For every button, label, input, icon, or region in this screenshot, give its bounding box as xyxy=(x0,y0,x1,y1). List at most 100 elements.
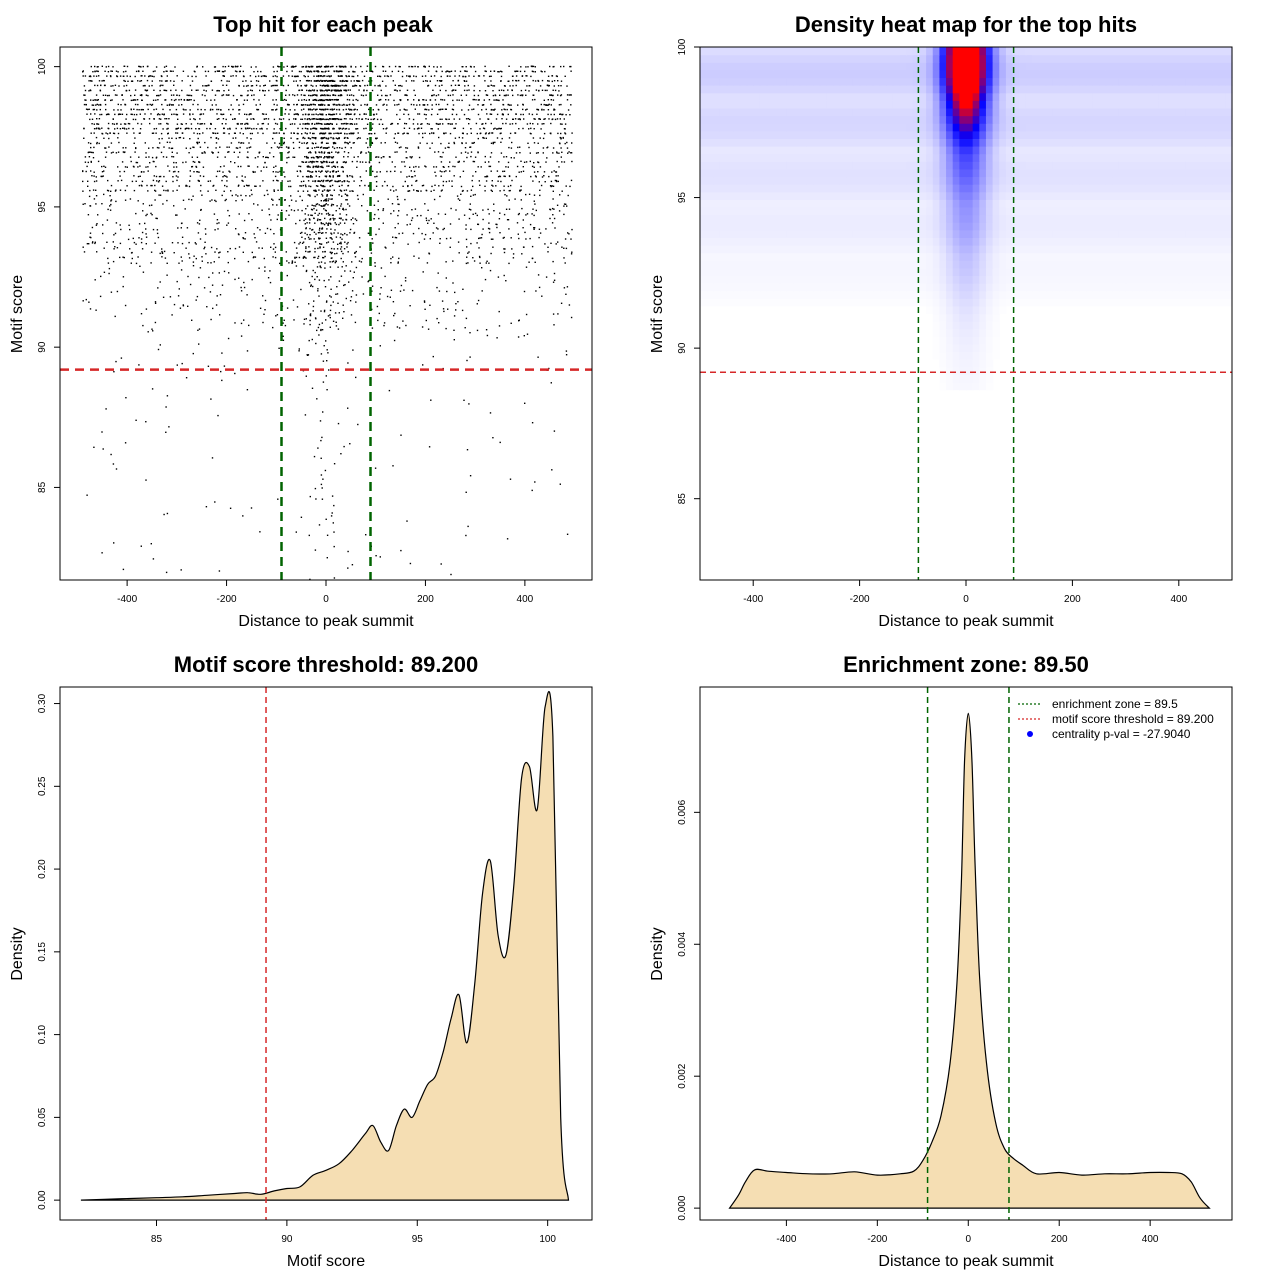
heatmap-cell xyxy=(799,290,807,299)
data-point xyxy=(155,217,157,219)
data-point xyxy=(463,160,465,163)
data-point xyxy=(539,85,542,87)
data-point xyxy=(309,66,311,68)
data-point xyxy=(210,262,212,264)
data-point xyxy=(308,281,311,284)
data-point xyxy=(130,160,132,163)
data-point xyxy=(475,99,477,101)
data-point xyxy=(305,185,307,188)
data-point xyxy=(85,298,87,301)
heatmap-cell xyxy=(1198,298,1206,307)
data-point xyxy=(95,224,98,226)
data-point xyxy=(540,128,542,130)
data-point xyxy=(244,238,246,240)
data-point xyxy=(435,227,438,229)
data-point xyxy=(138,65,140,68)
heatmap-cell xyxy=(1005,290,1014,299)
data-point xyxy=(95,309,97,311)
data-point xyxy=(117,166,119,168)
data-point xyxy=(386,184,388,187)
data-point xyxy=(430,218,432,220)
data-point xyxy=(452,282,454,284)
data-point xyxy=(532,180,534,182)
data-point xyxy=(137,200,139,202)
data-point xyxy=(332,165,335,167)
data-point xyxy=(215,147,217,149)
data-point xyxy=(482,218,484,221)
data-point xyxy=(542,152,544,154)
data-point xyxy=(272,326,274,329)
data-point xyxy=(298,141,301,143)
data-point xyxy=(95,195,98,197)
data-point xyxy=(196,65,198,68)
data-point xyxy=(346,98,349,101)
data-point xyxy=(117,109,119,111)
data-point xyxy=(209,291,212,293)
data-point xyxy=(355,294,358,296)
data-point xyxy=(346,133,348,135)
data-point xyxy=(566,85,568,87)
data-point xyxy=(396,326,399,328)
data-point xyxy=(135,243,137,245)
data-point xyxy=(501,109,503,111)
data-point xyxy=(323,137,325,139)
data-point xyxy=(425,114,427,116)
data-point xyxy=(340,250,343,253)
data-point xyxy=(265,118,267,120)
data-point xyxy=(435,166,438,168)
data-point xyxy=(250,507,253,509)
data-point xyxy=(372,242,374,244)
data-point xyxy=(344,193,347,195)
data-point xyxy=(122,256,124,258)
data-point xyxy=(466,256,468,258)
data-point xyxy=(108,94,110,97)
data-point xyxy=(310,70,312,72)
data-point xyxy=(288,113,290,115)
data-point xyxy=(455,123,457,125)
data-point xyxy=(264,90,266,92)
data-point xyxy=(372,118,375,121)
data-point xyxy=(171,314,173,316)
data-point xyxy=(225,94,228,96)
data-point xyxy=(346,80,349,82)
data-point xyxy=(197,329,199,331)
data-point xyxy=(203,89,205,91)
data-point xyxy=(340,233,342,235)
data-point xyxy=(308,80,311,82)
data-point xyxy=(304,238,306,240)
data-point xyxy=(321,213,323,215)
data-point xyxy=(315,203,318,206)
data-point xyxy=(293,80,295,82)
data-point xyxy=(340,257,342,260)
heatmap-cell xyxy=(959,298,967,307)
data-point xyxy=(570,70,572,72)
x-tick-label: 200 xyxy=(417,594,434,605)
data-point xyxy=(119,75,122,77)
data-point xyxy=(151,156,154,159)
data-point xyxy=(382,104,384,106)
heatmap-cell xyxy=(1138,298,1147,307)
data-point xyxy=(370,165,372,167)
data-point xyxy=(313,108,315,110)
data-point xyxy=(423,113,426,116)
data-point xyxy=(365,170,367,172)
data-point xyxy=(315,142,317,145)
data-point xyxy=(90,236,92,239)
data-point xyxy=(120,357,123,359)
data-point xyxy=(568,94,570,96)
data-point xyxy=(315,152,317,154)
data-point xyxy=(129,156,132,158)
data-point xyxy=(110,152,113,154)
data-point xyxy=(423,301,426,303)
data-point xyxy=(124,151,126,153)
data-point xyxy=(242,103,245,106)
data-point xyxy=(466,359,468,362)
data-point xyxy=(483,137,485,139)
data-point xyxy=(161,75,163,78)
data-point xyxy=(368,133,370,135)
data-point xyxy=(547,99,549,101)
heatmap-cell xyxy=(959,366,967,376)
data-point xyxy=(92,108,94,111)
data-point xyxy=(126,132,128,134)
data-point xyxy=(390,262,392,264)
